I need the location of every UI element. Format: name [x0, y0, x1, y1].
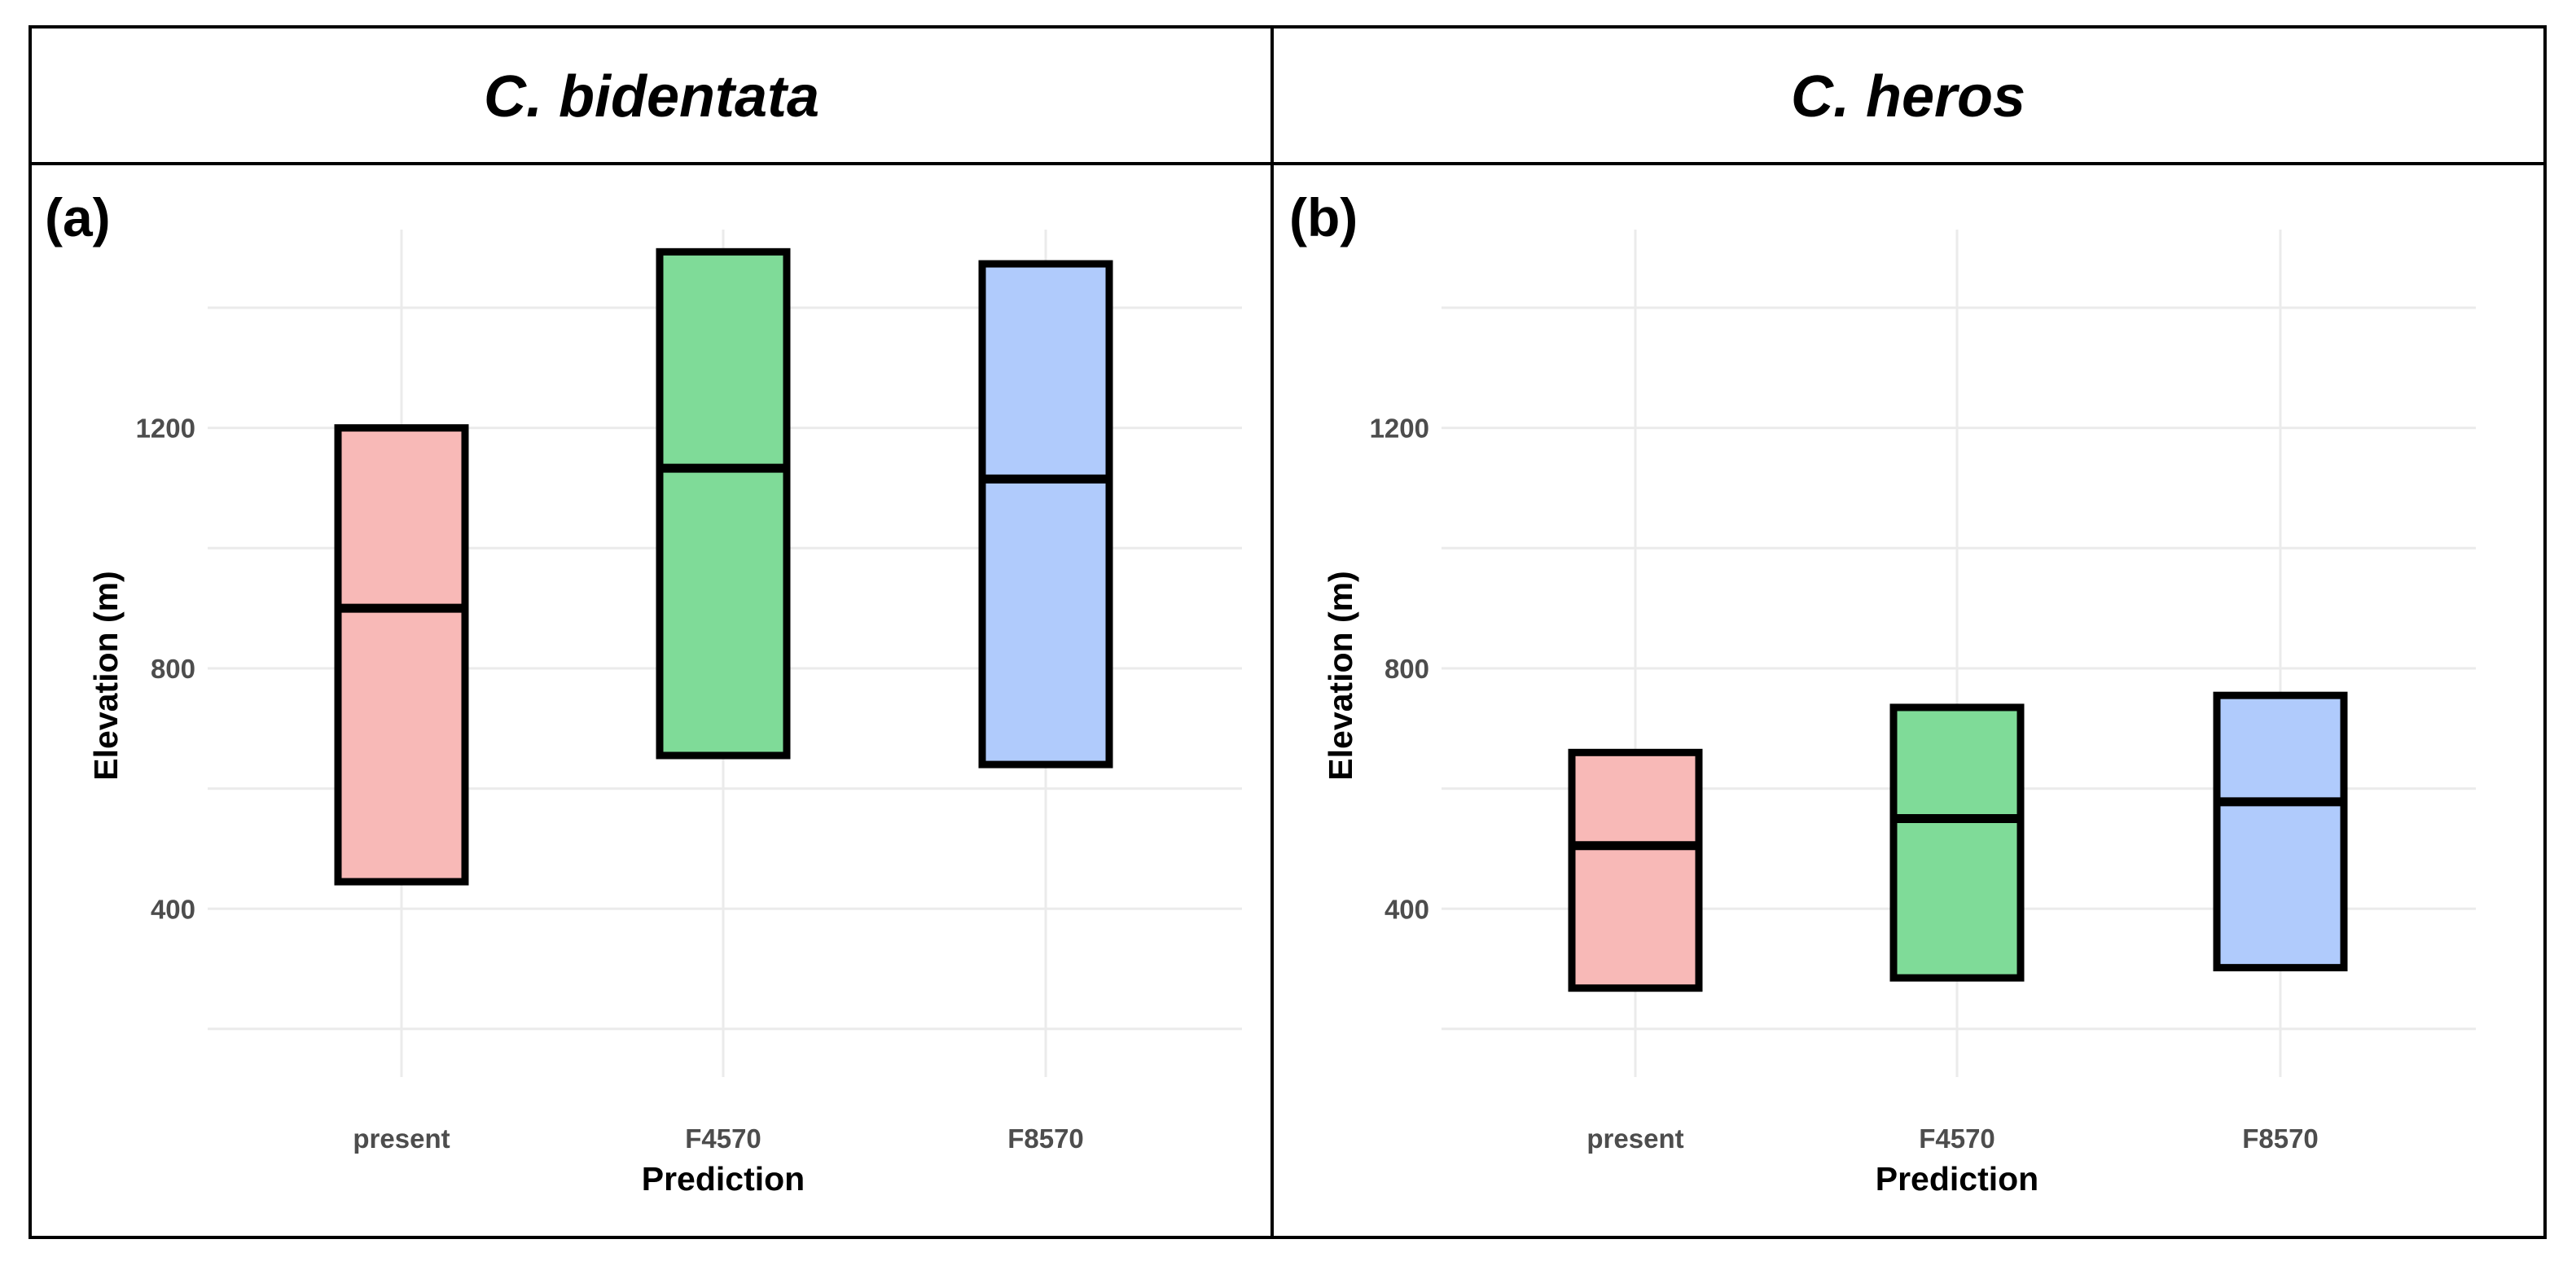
x-tick-label: F4570	[1919, 1123, 1995, 1154]
crossbar-present	[334, 424, 469, 886]
species-title-a: C. bidentata	[484, 64, 819, 129]
panel-label-b: (b)	[1289, 187, 1358, 247]
x-tick-label: present	[353, 1123, 450, 1154]
x-tick-label: present	[1586, 1123, 1683, 1154]
y-tick-label: 1200	[136, 414, 195, 444]
x-tick-label: F4570	[685, 1123, 761, 1154]
panel-a: (a) 400 800 1200 present F4570 F8570 Elevatio…	[45, 187, 1242, 1198]
panel-label-a: (a)	[45, 187, 111, 247]
x-axis-title-a: Prediction	[642, 1160, 805, 1198]
crossbar-F4570	[656, 247, 791, 760]
y-tick-label: 800	[151, 654, 195, 684]
crossbar-F8570	[2213, 691, 2348, 972]
crossbar-present	[1568, 748, 1703, 992]
crossbar-F8570	[978, 260, 1113, 769]
x-tick-label: F8570	[2242, 1123, 2319, 1154]
x-tick-label: F8570	[1007, 1123, 1084, 1154]
species-title-b: C. heros	[1791, 64, 2025, 129]
y-axis-title-a: Elevation (m)	[87, 571, 125, 780]
y-tick-label: 800	[1385, 654, 1429, 684]
panel-b: (b) 400 800 1200 present F4570 F8570 Elevatio…	[1289, 187, 2476, 1198]
x-axis-title-b: Prediction	[1876, 1160, 2038, 1198]
plot-area-a: 400 800 1200 present F4570 F8570	[136, 230, 1242, 1154]
y-axis-title-b: Elevation (m)	[1322, 571, 1359, 780]
y-tick-label: 400	[151, 894, 195, 924]
y-tick-label: 400	[1385, 894, 1429, 924]
plot-area-b: 400 800 1200 present F4570 F8570	[1370, 230, 2476, 1154]
y-tick-label: 1200	[1370, 414, 1429, 444]
crossbar-F4570	[1889, 703, 2025, 982]
